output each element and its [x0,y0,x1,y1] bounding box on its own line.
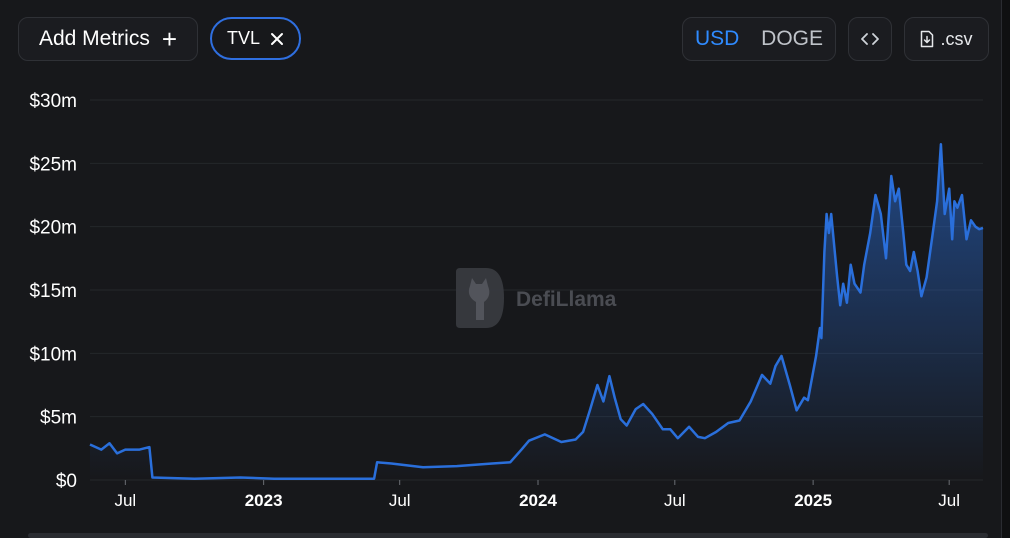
tvl-area-fill [90,144,983,481]
tvl-line [89,143,984,480]
currency-doge-button[interactable]: DOGE [761,27,823,50]
x-tick-label: 2025 [794,491,832,510]
x-tick-label: 2023 [245,491,283,510]
code-icon [861,33,879,45]
close-icon[interactable] [270,32,284,46]
csv-label: .csv [940,28,973,49]
y-tick-label: $0 [56,471,77,492]
y-tick-label: $25m [29,154,77,175]
plus-icon: + [161,24,178,54]
chart-range-slider[interactable] [28,533,988,538]
add-metrics-button[interactable]: Add Metrics + [18,17,198,61]
tvl-metric-chip[interactable]: TVL [210,17,301,60]
x-tick-label: 2024 [519,491,557,510]
y-tick-label: $5m [40,408,77,429]
embed-button[interactable] [848,17,892,61]
currency-usd-button[interactable]: USD [695,27,740,50]
defillama-watermark: DefiLlama [456,268,617,328]
x-tick-label: Jul [389,491,411,510]
tvl-chip-label: TVL [226,28,260,48]
add-metrics-label: Add Metrics [38,27,150,50]
y-axis: $0 $5m $10m $15m $20m $25m $30m [29,91,77,492]
y-tick-label: $15m [29,281,77,302]
x-axis: Jul 2023 Jul 2024 Jul 2025 Jul [114,480,960,510]
y-tick-label: $20m [29,218,77,239]
y-tick-label: $10m [29,344,77,365]
download-csv-button[interactable]: .csv [904,17,989,61]
currency-toggle: USD DOGE [682,17,836,61]
y-tick-label: $30m [29,91,77,112]
file-download-icon [921,30,934,48]
x-tick-label: Jul [938,491,960,510]
x-tick-label: Jul [114,491,136,510]
x-tick-label: Jul [664,491,686,510]
watermark-label: DefiLlama [516,288,617,311]
